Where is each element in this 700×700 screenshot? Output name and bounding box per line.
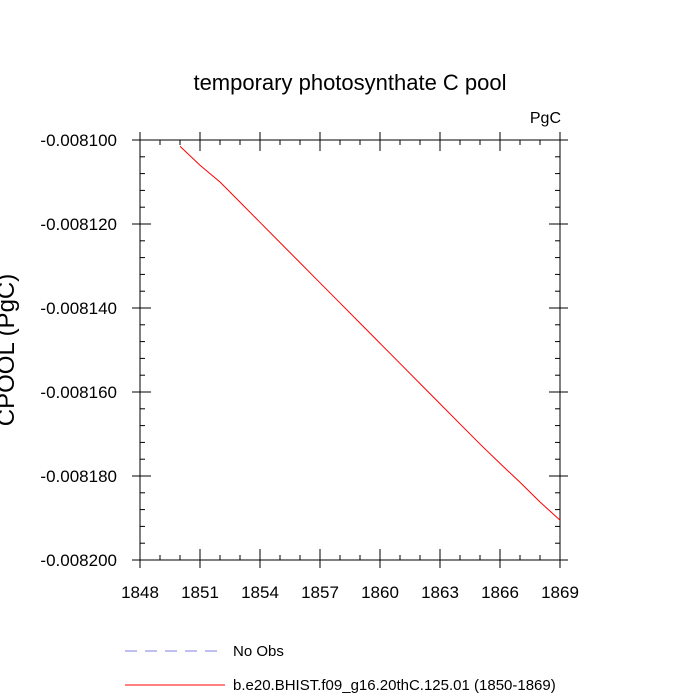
x-tick-label: 1863 [421, 583, 459, 602]
y-tick-label: -0.008140 [40, 299, 117, 318]
x-tick-labels: 1848 1851 1854 1857 1860 1863 1866 1869 [121, 583, 579, 602]
x-tick-label: 1857 [301, 583, 339, 602]
series-line [179, 145, 561, 521]
legend-label: No Obs [233, 643, 284, 660]
x-tick-label: 1869 [541, 583, 579, 602]
y-tick-label: -0.008180 [40, 467, 117, 486]
units-label: PgC [530, 110, 561, 127]
y-tick-label: -0.008200 [40, 551, 117, 570]
y-axis-label: CPOOL (PgC) [0, 274, 20, 426]
y-tick-label: -0.008120 [40, 215, 117, 234]
x-tick-label: 1854 [241, 583, 279, 602]
chart-title: temporary photosynthate C pool [193, 70, 506, 95]
legend: No Obs b.e20.BHIST.f09_g16.20thC.125.01 (… [125, 643, 556, 694]
x-tick-label: 1851 [181, 583, 219, 602]
x-tick-label: 1860 [361, 583, 399, 602]
x-tick-label: 1866 [481, 583, 519, 602]
axis-ticks [132, 132, 568, 568]
legend-label: b.e20.BHIST.f09_g16.20thC.125.01 (1850-1… [233, 677, 556, 694]
x-tick-label: 1848 [121, 583, 159, 602]
data-series [179, 145, 561, 521]
y-tick-label: -0.008160 [40, 383, 117, 402]
y-tick-label: -0.008100 [40, 131, 117, 150]
plot-frame [139, 139, 561, 561]
y-tick-labels: -0.008100 -0.008120 -0.008140 -0.008160 -0.0… [40, 131, 117, 570]
